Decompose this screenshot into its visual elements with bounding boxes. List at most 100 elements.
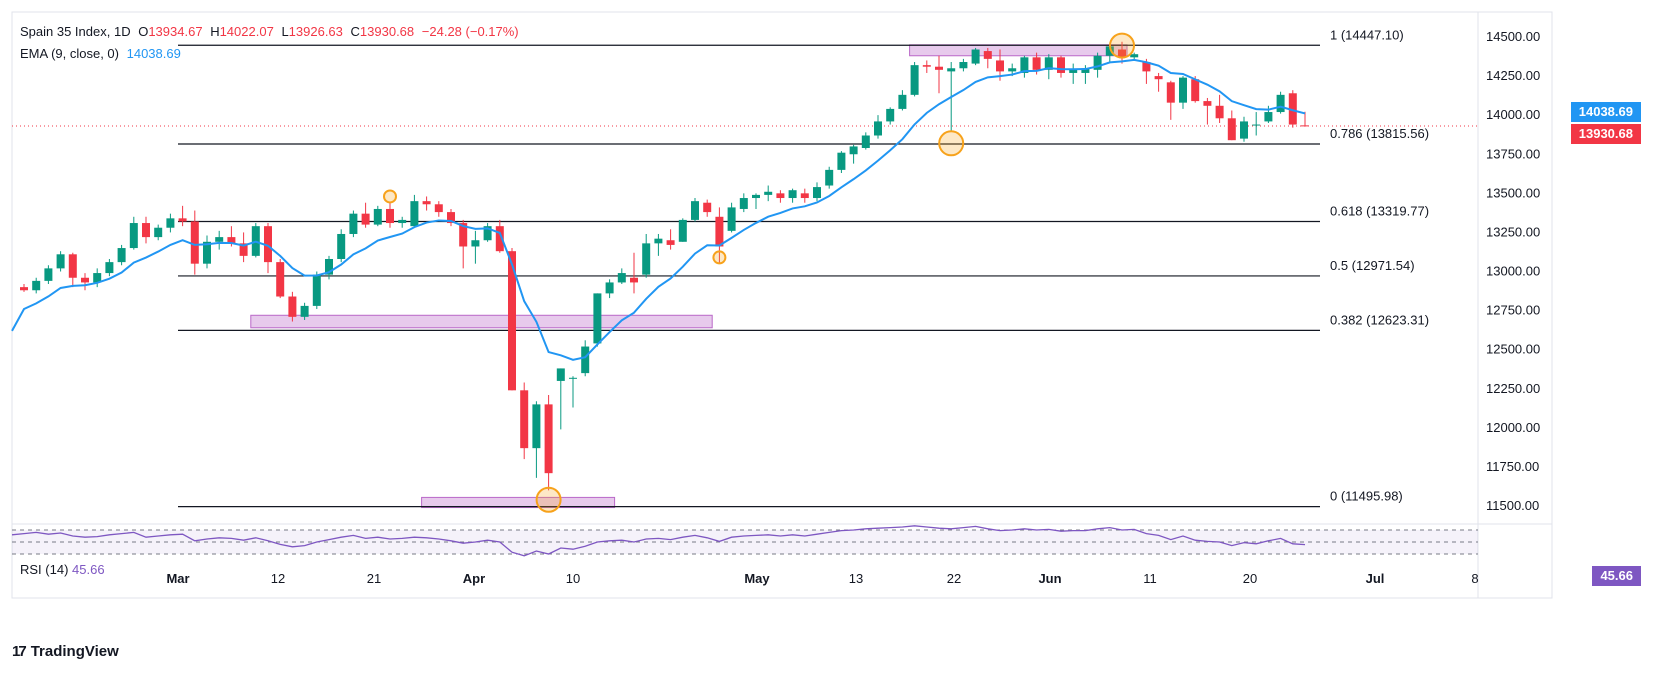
candle [837,151,846,174]
candle-body [1008,68,1017,72]
candle-body [1179,77,1187,103]
candle-body [776,193,785,199]
candle-body [788,190,797,199]
low-label: L [281,24,289,39]
candle-body [1142,62,1151,72]
highlight-zone [421,496,616,509]
candle [105,258,114,277]
open-value: 13934.67 [148,24,203,39]
y-tick-label: 13250.00 [1486,224,1540,239]
candle [1203,97,1212,125]
candle [788,188,797,203]
highlight-zone [250,314,713,329]
candle-body [861,135,870,148]
candle [410,194,419,228]
candle [166,213,175,233]
candle-body [227,237,236,244]
candle [520,382,529,460]
candle-body [727,207,736,231]
candle [1020,55,1029,78]
candle-body [910,65,919,95]
candle-body [691,201,699,220]
candle [447,208,455,227]
candle [471,230,480,264]
high-value: 14022.07 [219,24,274,39]
candle [251,223,260,258]
candle [532,401,541,478]
candle [386,202,394,228]
candle-body [215,237,224,242]
candle-body [971,49,980,64]
candle-body [1264,112,1273,122]
candle-body [886,108,895,122]
candle-body [630,277,638,283]
candle-body [1191,79,1200,102]
candle-body [154,227,163,238]
y-tick-label: 12750.00 [1486,303,1540,318]
candle [68,252,77,288]
candle [886,107,895,125]
candle [495,219,504,253]
candle-body [81,277,89,283]
candle-body [190,221,199,264]
candle [1118,41,1126,64]
candle [861,132,870,150]
candle-body [410,201,419,227]
candle [1215,94,1224,123]
candle [264,223,272,274]
ema-value: 14038.69 [126,46,181,61]
candle-body [532,404,541,449]
highlight-zone [909,44,1128,57]
candle [203,235,211,269]
tradingview-logo-icon: 17 [12,643,27,660]
x-tick-label: May [744,571,770,586]
candle [361,202,370,228]
candle-body [129,223,138,249]
candle-body [166,218,175,228]
candle-body [1093,55,1102,70]
candle [1240,116,1248,142]
candle [959,58,968,72]
fib-level-label: 0.618 (13319.77) [1330,204,1429,219]
candle-body [996,60,1004,72]
fib-level-label: 0.382 (12623.31) [1330,312,1429,327]
candle [190,210,199,275]
candle [1044,54,1053,80]
close-value: 13930.68 [359,24,415,39]
candle [398,216,407,228]
candle-body [422,201,431,205]
candle-body [300,305,309,317]
y-tick-label: 12500.00 [1486,342,1540,357]
candle [727,202,736,233]
candle [691,198,699,222]
y-tick-label: 13500.00 [1486,185,1540,200]
fib-level-label: 0.5 (12971.54) [1330,258,1415,273]
candle [581,340,590,377]
ema-label: EMA (9, close, 0) [20,46,119,61]
x-tick-label: 20 [1243,571,1257,586]
candle-body [44,268,53,281]
y-tick-label: 14250.00 [1486,68,1540,83]
candle [337,229,346,263]
candle-body [1203,101,1212,106]
candle [678,218,687,242]
candle [142,216,150,244]
candle-body [1301,125,1309,127]
candle-body [276,262,285,297]
candle-body [1130,54,1139,58]
candle-body [678,219,687,242]
candle [239,232,248,263]
candle [349,210,358,238]
candle-body [288,296,297,317]
fib-level-label: 0 (11495.98) [1330,489,1403,504]
candle [1301,111,1309,127]
candle [1057,55,1065,78]
x-tick-label: 11 [1143,571,1157,586]
candle-body [349,213,358,234]
candle-body [922,65,931,67]
change-value: −24.28 (−0.17%) [421,24,519,39]
low-value: 13926.63 [288,24,343,39]
tradingview-brand[interactable]: 17 TradingView [12,643,119,660]
candle [178,205,187,227]
